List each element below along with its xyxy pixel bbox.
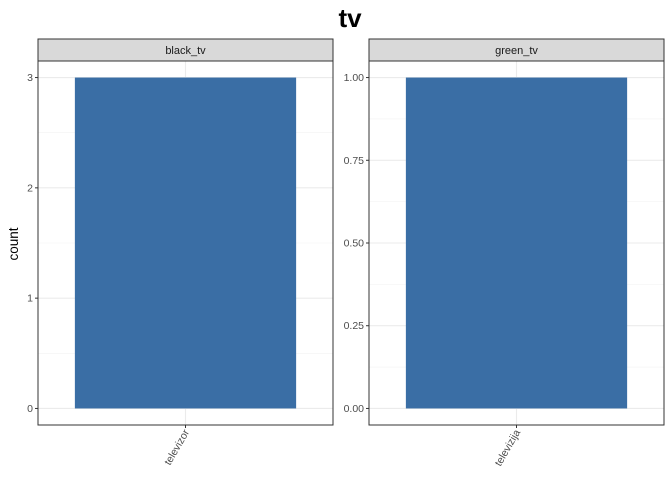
facet-panel-black_tv: black_tv 0 1 2 3 televizor	[27, 38, 334, 467]
y-tick-label: 0.75	[344, 155, 365, 167]
facet-strip-label: green_tv	[495, 45, 538, 57]
bar-televizor	[74, 77, 297, 409]
y-tick-label: 0.50	[344, 238, 365, 250]
y-tick-label: 0.25	[344, 320, 365, 332]
y-axis-title: count	[6, 227, 21, 260]
x-tick-label: televizija	[493, 427, 524, 468]
facet-strip-label: black_tv	[165, 45, 206, 57]
y-tick-label: 3	[27, 72, 33, 84]
y-tick-label: 1	[27, 293, 33, 305]
y-tick-label: 0	[27, 403, 33, 415]
chart-title: tv	[338, 3, 362, 33]
y-tick-label: 1.00	[344, 72, 365, 84]
y-tick-label: 2	[27, 182, 33, 194]
x-tick-label: televizor	[162, 427, 192, 467]
bar-televizija	[405, 77, 628, 409]
y-tick-label: 0.00	[344, 403, 365, 415]
facet-panel-green_tv: green_tv 0.00 0.25 0.50 0.75 1.00 televizija	[344, 38, 665, 468]
facet-panels: black_tv 0 1 2 3 televizor green_tv 0.00 0.25 0.5…	[27, 38, 665, 468]
